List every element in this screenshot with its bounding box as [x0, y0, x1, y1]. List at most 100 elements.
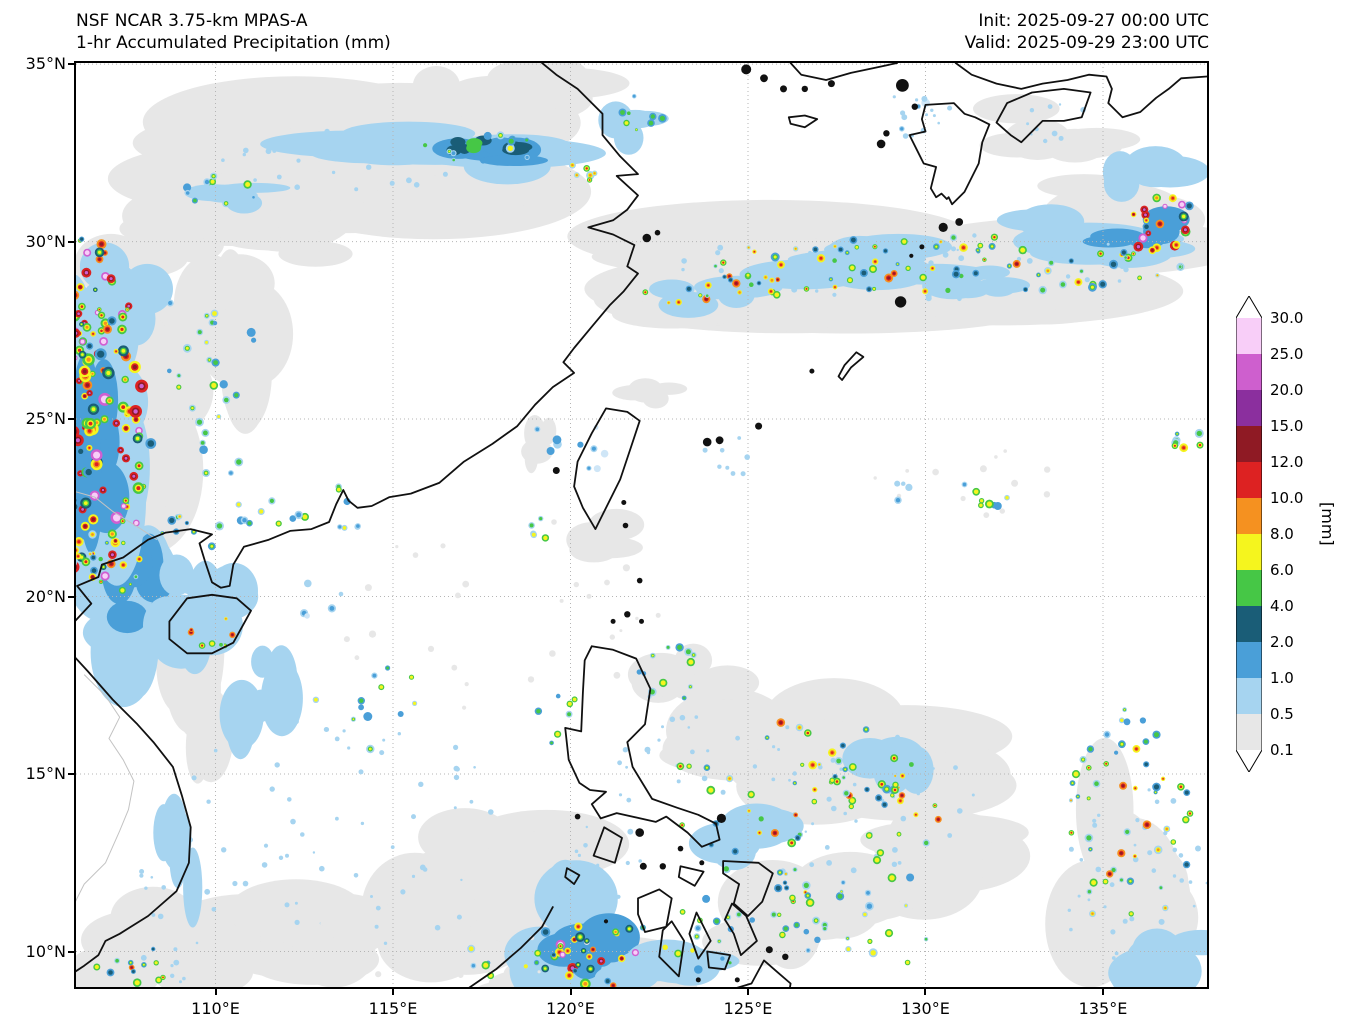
title-line1: NSF NCAR 3.75-km MPAS-A [76, 11, 308, 31]
coastline-taiwan [573, 407, 641, 530]
island-marinduque [635, 828, 644, 837]
lat-tick-label: 25°N [25, 409, 66, 429]
colorbar-tick-label: 15.0 [1270, 417, 1304, 435]
lat-tick-label: 15°N [25, 764, 66, 783]
colorbar: 30.0 25.0 20.0 15.0 12.0 10.0 8.0 6.0 4.0 2.0 1.0 0… [1236, 296, 1346, 776]
colorbar-segment [1236, 534, 1262, 570]
coastline-leyte [724, 902, 758, 956]
coastline-masbate [677, 865, 705, 887]
lon-tick-label: 120°E [546, 999, 595, 1018]
colorbar-segment [1236, 390, 1262, 426]
island-ishigaki [715, 436, 724, 445]
island-orchid-island [622, 522, 629, 529]
coastline-cebu [688, 911, 712, 960]
precip-stratiform-layer [76, 63, 1207, 987]
geography-layer [76, 63, 1207, 987]
colorbar-segment [1236, 678, 1262, 714]
coastline-kyushu [908, 102, 991, 206]
coastline-korea-south [789, 63, 898, 81]
title-line2: 1-hr Accumulated Precipitation (mm) [76, 33, 391, 53]
island-tsushima [896, 79, 909, 92]
colorbar-over-arrow [1236, 296, 1262, 318]
island-dinagat [765, 946, 773, 954]
run-info: Init: 2025-09-27 00:00 UTC Valid: 2025-0… [709, 10, 1209, 54]
colorbar-units-label: [mm] [1318, 502, 1337, 546]
colorbar-tick-label: 4.0 [1270, 597, 1294, 615]
colorbar-tick-label: 2.0 [1270, 633, 1294, 651]
island-catanduanes [716, 813, 727, 824]
border-laos-vietnam-border [76, 674, 135, 902]
island-babuyan-3 [610, 618, 616, 624]
coastline-negros [658, 920, 685, 978]
island-batan [636, 577, 643, 584]
island-iriomote [702, 437, 712, 447]
colorbar-tick-label: 12.0 [1270, 453, 1304, 471]
lat-tick-mark [68, 418, 74, 421]
island-korea-island-1 [741, 64, 752, 75]
lon-tick-label: 135°E [1078, 999, 1128, 1018]
plot-title: NSF NCAR 3.75-km MPAS-A 1-hr Accumulated… [76, 10, 391, 54]
colorbar-segment [1236, 606, 1262, 642]
coastline-china-vietnam [76, 63, 639, 973]
island-cuyo [603, 919, 609, 924]
island-goto-2 [883, 130, 890, 137]
island-siquijor [695, 977, 701, 983]
coastline-honshu [954, 63, 1207, 119]
island-korea-island-2 [760, 74, 768, 83]
lon-tick-label: 115°E [368, 999, 418, 1018]
lat-tick-label: 20°N [25, 586, 66, 606]
graticule-layer [76, 63, 1207, 987]
island-camiguin [734, 977, 740, 983]
colorbar-segment [1236, 714, 1262, 750]
colorbar-tick-label: 0.1 [1270, 741, 1294, 759]
island-amami [894, 296, 907, 308]
lon-tick-label: 110°E [191, 999, 240, 1018]
coastline-okinawa [837, 351, 865, 381]
coastline-busuanga [564, 867, 581, 885]
coastline-bohol [706, 950, 732, 971]
colorbar-segment [1236, 498, 1262, 534]
colorbar-segment [1236, 318, 1262, 354]
lon-tick-label: 125°E [723, 999, 773, 1018]
island-yakushima [938, 222, 948, 232]
island-zhoushan-2 [654, 229, 661, 236]
colorbar-segment [1236, 642, 1262, 678]
colorbar-tick-label: 8.0 [1270, 525, 1294, 543]
island-babuyan-2 [639, 618, 644, 624]
colorbar-segment [1236, 354, 1262, 390]
precip-cells-layer [76, 93, 1204, 987]
colorbar-tick-label: 0.5 [1270, 705, 1294, 723]
lat-tick-mark [68, 240, 74, 243]
border-china-vietnam-border [76, 491, 158, 541]
lon-tick-mark [924, 989, 927, 995]
lat-tick-label: 30°N [25, 231, 66, 251]
init-time-label: Init: 2025-09-27 00:00 UTC [978, 11, 1209, 31]
colorbar-segment [1236, 570, 1262, 606]
map-frame [74, 61, 1209, 989]
colorbar-tick-label: 6.0 [1270, 561, 1294, 579]
island-babuyan-1 [624, 611, 631, 618]
lon-tick-mark [214, 989, 217, 995]
island-tokara-1 [919, 244, 925, 250]
colorbar-tick-label: 10.0 [1270, 489, 1304, 507]
lon-tick-mark [1101, 989, 1104, 995]
island-lubang [574, 813, 581, 820]
colorbar-segment [1236, 462, 1262, 498]
lat-tick-mark [68, 773, 74, 775]
coastline-palawan [468, 906, 554, 987]
island-siargao [782, 953, 789, 960]
coastline-hainan [168, 593, 252, 655]
island-goto-1 [876, 139, 886, 149]
colorbar-tick-label: 20.0 [1270, 381, 1304, 399]
island-iki [911, 103, 918, 110]
colorbar-swatches [1236, 296, 1262, 772]
island-kume [809, 368, 815, 374]
lat-tick-mark [68, 595, 74, 598]
lat-tick-mark [68, 63, 74, 66]
island-zhoushan-1 [642, 233, 652, 243]
island-korea-island-4 [801, 85, 808, 93]
island-ticao [699, 860, 705, 866]
island-tokara-2 [909, 253, 914, 258]
coastline-mindoro [592, 826, 623, 864]
